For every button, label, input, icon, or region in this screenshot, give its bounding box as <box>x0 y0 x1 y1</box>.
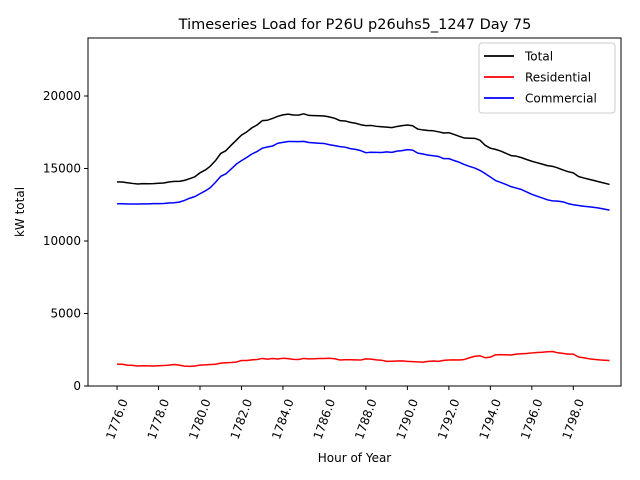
legend: Total Residential Commercial <box>478 42 616 114</box>
legend-label-commercial: Commercial <box>525 92 597 106</box>
legend-box <box>478 42 616 114</box>
y-tick-label: 5000 <box>50 307 81 321</box>
chart-title: Timeseries Load for P26U p26uhs5_1247 Da… <box>178 17 532 33</box>
y-tick-label: 0 <box>73 379 81 393</box>
y-tick-label: 20000 <box>43 89 81 103</box>
series-line-total <box>117 113 610 186</box>
series-lines <box>117 113 610 368</box>
series-line-residential <box>117 350 610 368</box>
x-axis-label: Hour of Year <box>318 451 392 465</box>
y-axis-ticks: 0 5000 10000 15000 20000 <box>43 89 88 393</box>
y-tick-label: 15000 <box>43 162 81 176</box>
plot-frame <box>87 37 622 387</box>
series-line-commercial <box>117 140 610 211</box>
legend-label-total: Total <box>524 50 553 64</box>
y-axis-label: kW total <box>13 187 27 237</box>
legend-label-residential: Residential <box>525 71 591 85</box>
y-tick-label: 10000 <box>43 234 81 248</box>
